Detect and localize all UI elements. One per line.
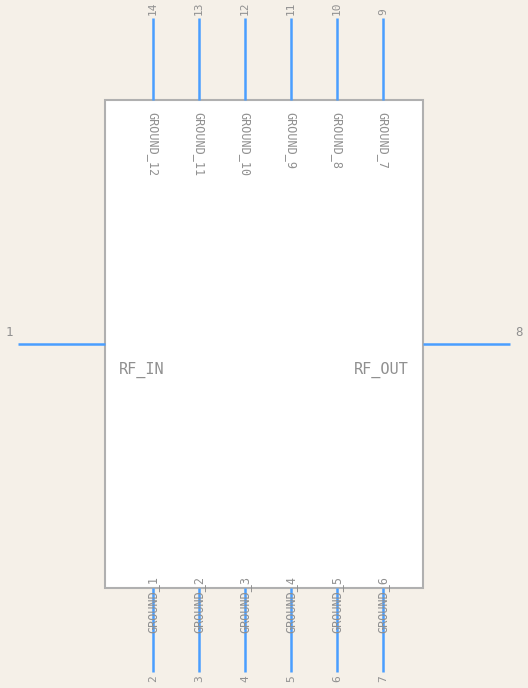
Text: 10: 10 <box>332 1 342 15</box>
Text: 1: 1 <box>5 326 13 339</box>
Text: GROUND_7: GROUND_7 <box>376 112 390 169</box>
Text: 9: 9 <box>378 8 388 15</box>
Text: GROUND_3: GROUND_3 <box>239 576 251 633</box>
Text: GROUND_12: GROUND_12 <box>146 112 159 176</box>
Text: 12: 12 <box>240 1 250 15</box>
Text: GROUND_1: GROUND_1 <box>146 576 159 633</box>
Bar <box>105 100 423 588</box>
Text: 11: 11 <box>286 1 296 15</box>
Text: GROUND_5: GROUND_5 <box>331 576 344 633</box>
Text: 3: 3 <box>194 675 204 682</box>
Text: 2: 2 <box>148 675 158 682</box>
Text: 8: 8 <box>515 326 523 339</box>
Text: GROUND_2: GROUND_2 <box>193 576 205 633</box>
Text: GROUND_6: GROUND_6 <box>376 576 390 633</box>
Text: GROUND_11: GROUND_11 <box>193 112 205 176</box>
Text: 13: 13 <box>194 1 204 15</box>
Text: GROUND_8: GROUND_8 <box>331 112 344 169</box>
Text: RF_OUT: RF_OUT <box>354 362 409 378</box>
Text: 4: 4 <box>240 675 250 682</box>
Text: RF_IN: RF_IN <box>119 362 165 378</box>
Text: 6: 6 <box>332 675 342 682</box>
Text: GROUND_4: GROUND_4 <box>285 576 297 633</box>
Text: 14: 14 <box>148 1 158 15</box>
Text: GROUND_9: GROUND_9 <box>285 112 297 169</box>
Text: 7: 7 <box>378 675 388 682</box>
Text: GROUND_10: GROUND_10 <box>239 112 251 176</box>
Text: 5: 5 <box>286 675 296 682</box>
